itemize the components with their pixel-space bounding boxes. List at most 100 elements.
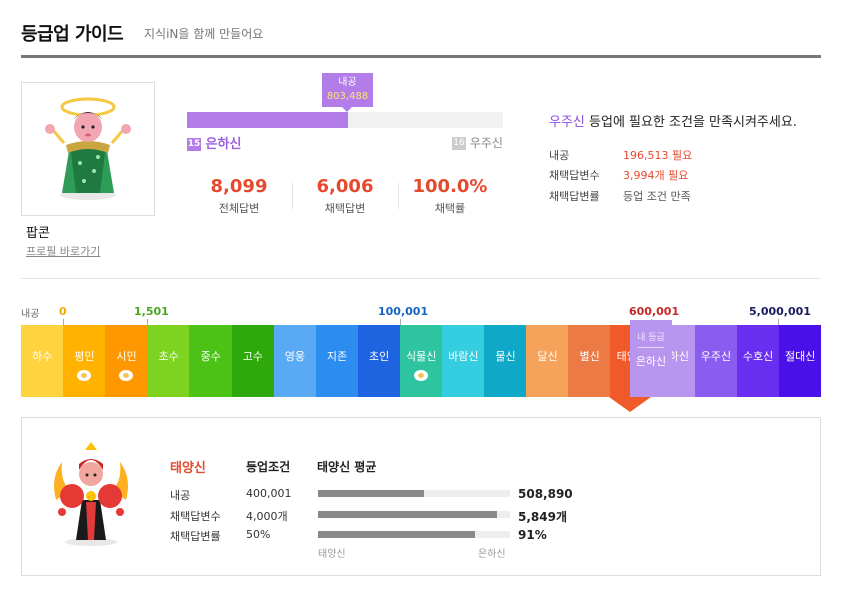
- header-divider: [21, 55, 821, 58]
- stat-accept-rate: 100.0% 채택률: [400, 176, 500, 216]
- grade-name: 지존: [326, 350, 348, 363]
- grade-cell[interactable]: 별신: [568, 325, 611, 397]
- detail-row-label: 내공: [170, 489, 191, 502]
- grade-cell[interactable]: 수호신: [736, 325, 780, 397]
- condition-message-text: 등업에 필요한 조건을 만족시켜주세요.: [584, 115, 797, 130]
- grade-detail-panel: [21, 417, 821, 576]
- grade-cell[interactable]: 중수: [189, 325, 232, 397]
- my-grade-cell[interactable]: 내 등급 은하신: [630, 320, 672, 397]
- my-grade-divider: [638, 347, 664, 348]
- egg-icon: [119, 370, 134, 381]
- points-tooltip-value: 803,488: [326, 91, 369, 102]
- stat-value: 100.0%: [412, 176, 488, 197]
- detail-row-condition: 4,000개: [246, 510, 288, 523]
- user-name: 팝콘: [26, 226, 50, 241]
- grade-name: 별신: [579, 350, 600, 363]
- sun-god-character-icon: [54, 442, 128, 546]
- grade-cell[interactable]: 달신: [526, 325, 569, 397]
- points-axis-label: 내공: [21, 309, 40, 320]
- egg-icon: [77, 370, 92, 381]
- threshold-tick: [147, 319, 148, 325]
- stat-label: 채택답변: [324, 202, 366, 215]
- detail-condition-header: 등업조건: [246, 460, 291, 474]
- grade-cell[interactable]: 초수: [147, 325, 190, 397]
- page-title: 등급업 가이드: [21, 24, 124, 45]
- next-level: 16 우주신: [452, 134, 503, 151]
- grade-name: 초인: [369, 350, 390, 363]
- grade-name: 수호신: [742, 350, 774, 363]
- grade-name: 물신: [495, 350, 516, 363]
- grade-cell[interactable]: 바람신: [442, 325, 485, 397]
- detail-axis-left: 태양신: [318, 549, 346, 560]
- grade-cell[interactable]: 평민: [63, 325, 106, 397]
- detail-row-bar-fill: [318, 511, 497, 518]
- threshold-tick: [778, 319, 779, 325]
- genie-character-icon: [45, 97, 131, 200]
- grade-name: 절대신: [785, 350, 816, 363]
- threshold-label: 600,001: [629, 305, 680, 318]
- grade-cell[interactable]: 물신: [484, 325, 527, 397]
- grade-name: 중수: [200, 350, 221, 363]
- grade-strip: 하수평민시민초수중수고수영웅지존초인식물신바람신물신달신별신태양신은하신우주신수…: [21, 325, 822, 397]
- detail-row-average: 508,890: [518, 487, 573, 501]
- grade-cell[interactable]: 초인: [357, 325, 401, 397]
- progress-fill: [187, 112, 349, 128]
- grade-name: 바람신: [448, 350, 479, 363]
- current-level-number: 15: [187, 138, 201, 151]
- stat-label: 채택률: [434, 202, 466, 215]
- stat-label: 전체답변: [218, 202, 260, 215]
- points-tooltip: 내공 803,488: [322, 73, 373, 107]
- detail-row-bar: [318, 511, 510, 518]
- next-level-number: 16: [452, 137, 466, 150]
- grade-name: 영웅: [284, 350, 306, 363]
- grade-name: 초수: [158, 350, 179, 363]
- grade-cell[interactable]: 시민: [105, 325, 148, 397]
- condition-row-accepted-count: 채택답변수 3,994개 필요: [549, 167, 688, 183]
- egg-icon: [413, 370, 428, 381]
- stat-value: 6,006: [316, 176, 374, 197]
- detail-row-bar: [318, 490, 510, 497]
- condition-value: 196,513 필요: [623, 149, 693, 162]
- grade-cell[interactable]: 하수: [21, 325, 64, 397]
- tooltip-arrow-icon: [342, 107, 352, 112]
- threshold-tick: [63, 319, 64, 325]
- grade-cell[interactable]: 영웅: [273, 325, 317, 397]
- grade-cell[interactable]: 고수: [231, 325, 275, 397]
- grade-name: 고수: [242, 350, 263, 363]
- detail-row-label: 채택답변수: [170, 510, 221, 523]
- detail-row-average: 5,849개: [518, 510, 567, 524]
- detail-average-header: 태양신 평균: [317, 460, 377, 474]
- detail-row-bar-fill: [318, 531, 476, 538]
- current-level: 15 은하신: [187, 133, 241, 152]
- grade-cell[interactable]: 우주신: [694, 325, 738, 397]
- grade-name: 하수: [32, 350, 53, 363]
- stat-divider: [292, 183, 293, 209]
- detail-axis-right: 은하신: [478, 549, 506, 560]
- grade-cell[interactable]: 지존: [315, 325, 359, 397]
- target-grade: 우주신: [549, 115, 585, 130]
- grade-name: 평민: [74, 350, 95, 363]
- avatar: [21, 82, 155, 216]
- threshold-label: 1,501: [134, 305, 169, 318]
- stat-total-answers: 8,099 전체답변: [189, 176, 289, 216]
- condition-row-accept-rate: 채택답변률 등업 조건 만족: [549, 188, 691, 204]
- section-divider: [21, 278, 821, 279]
- detail-row-average: 91%: [518, 528, 547, 542]
- points-tooltip-label: 내공: [338, 77, 357, 88]
- threshold-label: 5,000,001: [749, 305, 811, 318]
- condition-label: 채택답변수: [549, 169, 600, 182]
- grade-cell[interactable]: 절대신: [778, 325, 822, 397]
- grade-cell[interactable]: 식물신: [399, 325, 443, 397]
- threshold-label: 0: [59, 305, 67, 318]
- grade-name: 우주신: [700, 350, 732, 363]
- detail-row-condition: 50%: [246, 528, 271, 541]
- threshold-tick: [400, 319, 401, 325]
- detail-row-bar-fill: [318, 490, 424, 497]
- grade-name: 시민: [116, 350, 137, 363]
- progress-bar: [187, 112, 503, 128]
- stat-accepted-answers: 6,006 채택답변: [295, 176, 395, 216]
- condition-value: 3,994개 필요: [623, 169, 689, 182]
- stat-divider: [398, 183, 399, 209]
- profile-link[interactable]: 프로필 바로가기: [26, 245, 101, 258]
- levelup-condition-message: 우주신 등업에 필요한 조건을 만족시켜주세요.: [549, 111, 797, 130]
